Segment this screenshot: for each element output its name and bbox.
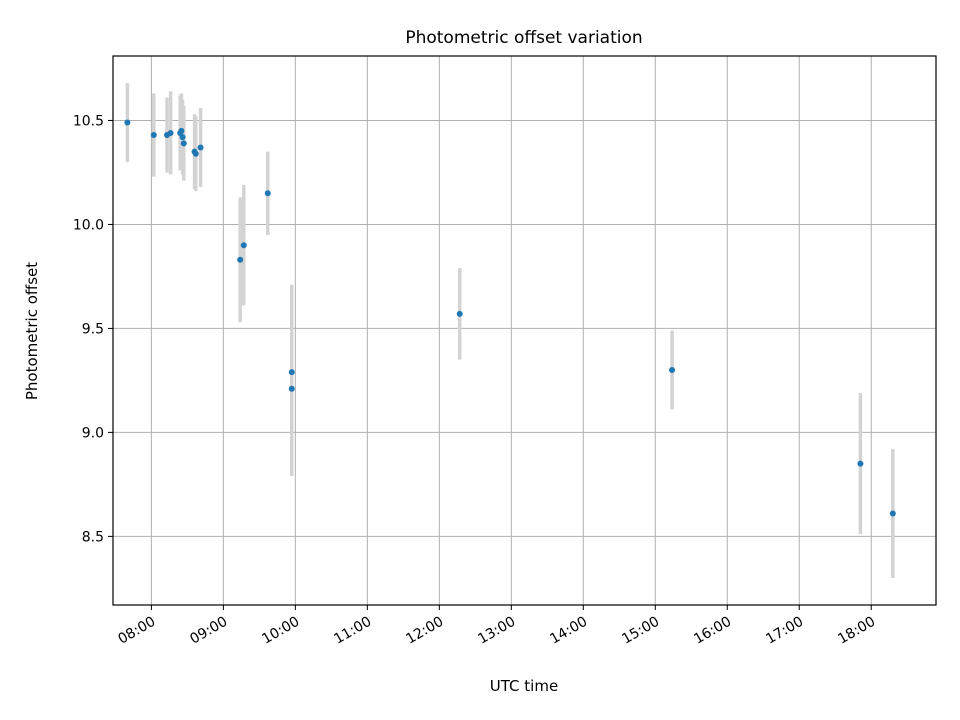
y-axis-ticks: 8.5 9.0 9.5 10.0 10.5 [73,113,113,545]
data-point [124,119,131,126]
data-point [288,385,295,392]
data-point [180,140,187,147]
data-point [179,134,186,141]
data-point [178,127,185,134]
plot-frame [112,55,937,606]
y-tick-label: 10.5 [73,113,104,129]
data-point [456,310,463,317]
y-tick-label: 9.5 [82,321,104,337]
data-point [167,129,174,136]
data-point [669,367,676,374]
data-point [889,510,896,517]
chart-title: Photometric offset variation [405,28,642,48]
data-point [240,242,247,249]
y-tick-label: 10.0 [73,217,104,233]
data-point [150,132,157,139]
grid [113,56,936,605]
data-point [288,369,295,376]
data-point [192,150,199,157]
x-axis-label: UTC time [490,677,558,695]
data-point [197,144,204,151]
data-point [237,256,244,263]
data-point [264,190,271,197]
data-points [124,119,896,517]
y-tick-label: 9.0 [82,425,104,441]
data-point [857,460,864,467]
y-axis-label: Photometric offset [23,262,41,400]
y-tick-label: 8.5 [82,529,104,545]
